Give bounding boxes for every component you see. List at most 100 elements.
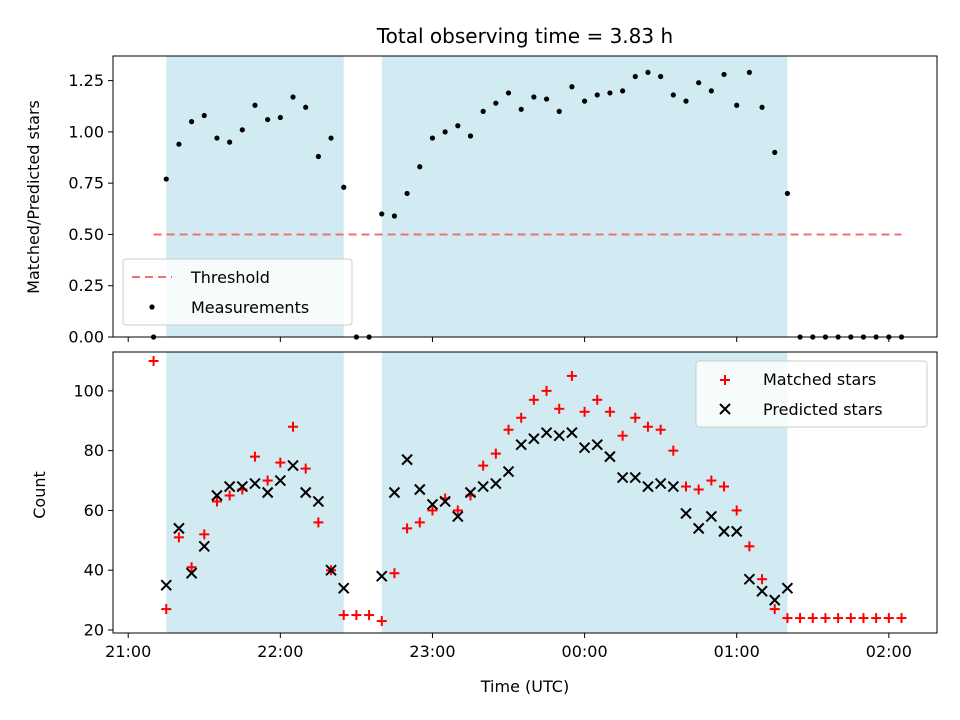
plot-frame: [112, 351, 938, 634]
data-point-b: [616, 471, 629, 484]
data-point-shape: [391, 213, 398, 219]
data-point: [516, 412, 527, 423]
data-point: [493, 100, 499, 106]
data-point: [414, 517, 425, 528]
data-point: [163, 176, 169, 182]
data-point: [249, 477, 261, 490]
data-point-shape: [683, 98, 689, 104]
data-point: [594, 92, 600, 98]
data-point-shape: [645, 69, 651, 76]
data-point: [290, 94, 296, 100]
data-point-shape: [214, 135, 220, 141]
data-point-b: [249, 477, 261, 490]
data-point: [833, 613, 844, 624]
data-point: [896, 613, 907, 624]
data-point: [402, 523, 413, 534]
data-point: [274, 474, 287, 487]
data-point: [845, 613, 856, 624]
data-point: [708, 88, 714, 94]
data-point: [455, 123, 461, 129]
data-point-b: [769, 594, 781, 606]
data-point: [186, 562, 197, 573]
data-point: [452, 510, 464, 523]
x-tick-label: 01:00: [714, 642, 760, 661]
legend: Threshold Measurements: [122, 258, 353, 326]
series-measurements: [150, 69, 905, 340]
y-tick-label: 1.25: [68, 71, 104, 90]
y-tick-label: 0.75: [68, 174, 104, 193]
count-panel: 20 40 60 80 100 21:00 22:00 23:00 00:00 01:00 02:0…: [73, 351, 938, 661]
observing-window-1: [166, 352, 344, 633]
data-point: [566, 427, 578, 439]
data-point-b: [591, 438, 603, 451]
data-point: [185, 567, 198, 579]
data-point: [721, 71, 727, 78]
data-point: [391, 213, 398, 219]
data-point-b: [173, 522, 185, 535]
data-point: [541, 385, 552, 396]
data-point-shape: [341, 184, 347, 190]
data-point: [313, 517, 324, 528]
legend-box: [695, 360, 928, 428]
data-point-shape: [518, 106, 524, 112]
y-tick-label: 60: [84, 501, 104, 520]
data-point: [858, 613, 869, 624]
data-point-b: [401, 453, 413, 466]
data-point: [692, 522, 705, 535]
data-point: [480, 108, 486, 114]
data-point: [478, 460, 489, 471]
data-point-b: [490, 477, 502, 490]
y-tick-label: 0.25: [68, 276, 104, 295]
data-point-b: [502, 465, 515, 478]
data-point-shape: [417, 164, 423, 170]
data-point-b: [452, 510, 464, 523]
data-point-b: [198, 540, 210, 553]
data-point-shape: [632, 73, 638, 80]
plot-frame: [112, 55, 938, 338]
data-point: [668, 445, 679, 456]
data-point-b: [160, 579, 172, 591]
data-point-b: [756, 585, 768, 597]
data-point: [705, 510, 718, 523]
x-axis-label: Time (UTC): [480, 677, 569, 696]
x-tick-label: 02:00: [866, 642, 912, 661]
legend-matched-label: Matched stars: [763, 370, 876, 389]
data-point-shape: [188, 119, 195, 125]
data-point-b: [223, 480, 236, 493]
data-point: [645, 69, 651, 76]
data-point: [224, 490, 235, 501]
data-point: [351, 610, 362, 621]
data-point-b: [426, 498, 439, 511]
data-point-shape: [379, 211, 385, 217]
data-point-b: [743, 573, 756, 585]
data-point: [718, 525, 730, 538]
data-point: [719, 481, 730, 492]
data-point-shape: [759, 104, 765, 110]
data-point-shape: [772, 149, 778, 156]
data-point: [201, 112, 207, 119]
data-point-b: [312, 495, 325, 508]
data-point: [759, 104, 765, 110]
data-point: [556, 108, 562, 114]
data-point: [505, 90, 512, 96]
data-point-b: [781, 582, 794, 594]
data-point-shape: [721, 71, 727, 78]
data-point: [581, 98, 588, 104]
data-point: [540, 427, 553, 439]
data-point: [261, 486, 274, 499]
data-point: [642, 421, 653, 432]
data-point-shape: [315, 153, 321, 160]
data-point-shape: [163, 176, 169, 182]
data-point: [198, 540, 210, 553]
data-point-shape: [505, 90, 512, 96]
data-point-shape: [708, 88, 714, 94]
data-point-shape: [531, 94, 537, 100]
count-y-axis-label: Count: [30, 471, 49, 519]
data-point: [696, 80, 702, 86]
data-point: [746, 69, 752, 76]
data-point: [211, 489, 223, 502]
data-point-shape: [658, 73, 664, 80]
data-point: [287, 459, 299, 472]
data-point: [161, 604, 172, 615]
data-point-shape: [290, 94, 296, 100]
